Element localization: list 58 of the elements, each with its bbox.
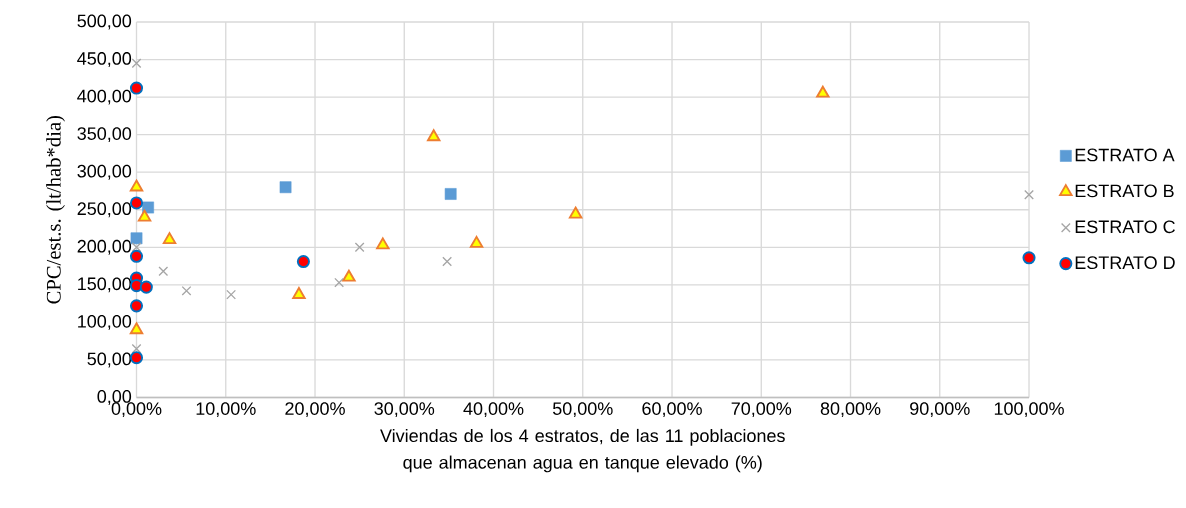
- x-axis-title: Viviendas de los 4 estratos, de las 11 poblaciones que almacenan agua en tanque elevado (%): [380, 428, 785, 473]
- point: [162, 232, 177, 245]
- point: [427, 129, 441, 142]
- x-tick-label: 30,00%: [374, 402, 435, 418]
- point: [129, 179, 144, 192]
- point: [568, 206, 583, 219]
- point: [137, 209, 152, 222]
- legend-label: ESTRATO A: [1075, 148, 1175, 162]
- point: [376, 237, 390, 250]
- point: [181, 285, 192, 296]
- point: [131, 242, 142, 253]
- y-tick-label: 200,00: [77, 239, 132, 255]
- point: [1022, 251, 1036, 265]
- point: [226, 289, 237, 300]
- point: [469, 235, 484, 248]
- y-tick-label: 150,00: [78, 277, 132, 293]
- y-tick-label: 450,00: [77, 52, 132, 67]
- point: [139, 280, 153, 294]
- point: [131, 343, 142, 354]
- legend-label: ESTRATO B: [1075, 184, 1174, 198]
- y-tick-label: 300,00: [77, 164, 132, 180]
- point: [129, 322, 144, 335]
- x-tick-label: 40,00%: [463, 402, 524, 418]
- point: [444, 188, 457, 200]
- point: [129, 196, 144, 210]
- point: [158, 266, 169, 277]
- y-tick-label: 400,00: [77, 89, 132, 105]
- y-tick-label: 50,00: [87, 352, 132, 368]
- point: [142, 201, 154, 214]
- point: [354, 242, 365, 253]
- point: [129, 299, 144, 313]
- y-tick-label: 100,00: [78, 314, 132, 330]
- point: [342, 269, 356, 282]
- point: [296, 255, 310, 269]
- x-tick-label: 50,00%: [552, 402, 613, 418]
- point: [334, 277, 345, 288]
- point: [129, 81, 144, 95]
- x-tick-label: 70,00%: [731, 402, 792, 418]
- point: [816, 85, 830, 98]
- legend-label: ESTRATO D: [1075, 256, 1175, 270]
- y-tick-label: 500,00: [77, 14, 132, 30]
- point: [442, 256, 453, 267]
- legend-label: ESTRATO C: [1075, 220, 1175, 234]
- x-tick-label: 80,00%: [820, 402, 881, 418]
- y-axis-title: CPC/est.s. (lt/hab*dia): [46, 115, 65, 304]
- point: [129, 249, 144, 263]
- x-tick-label: 10,00%: [196, 402, 256, 418]
- x-tick-label: 90,00%: [910, 402, 970, 418]
- x-tick-label: 100,00%: [994, 402, 1064, 418]
- y-tick-label: 250,00: [77, 202, 132, 218]
- point: [279, 181, 292, 194]
- point: [1024, 189, 1034, 200]
- point: [130, 232, 143, 245]
- y-tick-label: 350,00: [77, 127, 132, 143]
- point: [131, 58, 142, 69]
- x-tick-label: 20,00%: [285, 402, 345, 418]
- point: [292, 287, 306, 299]
- x-tick-label: 60,00%: [642, 402, 702, 418]
